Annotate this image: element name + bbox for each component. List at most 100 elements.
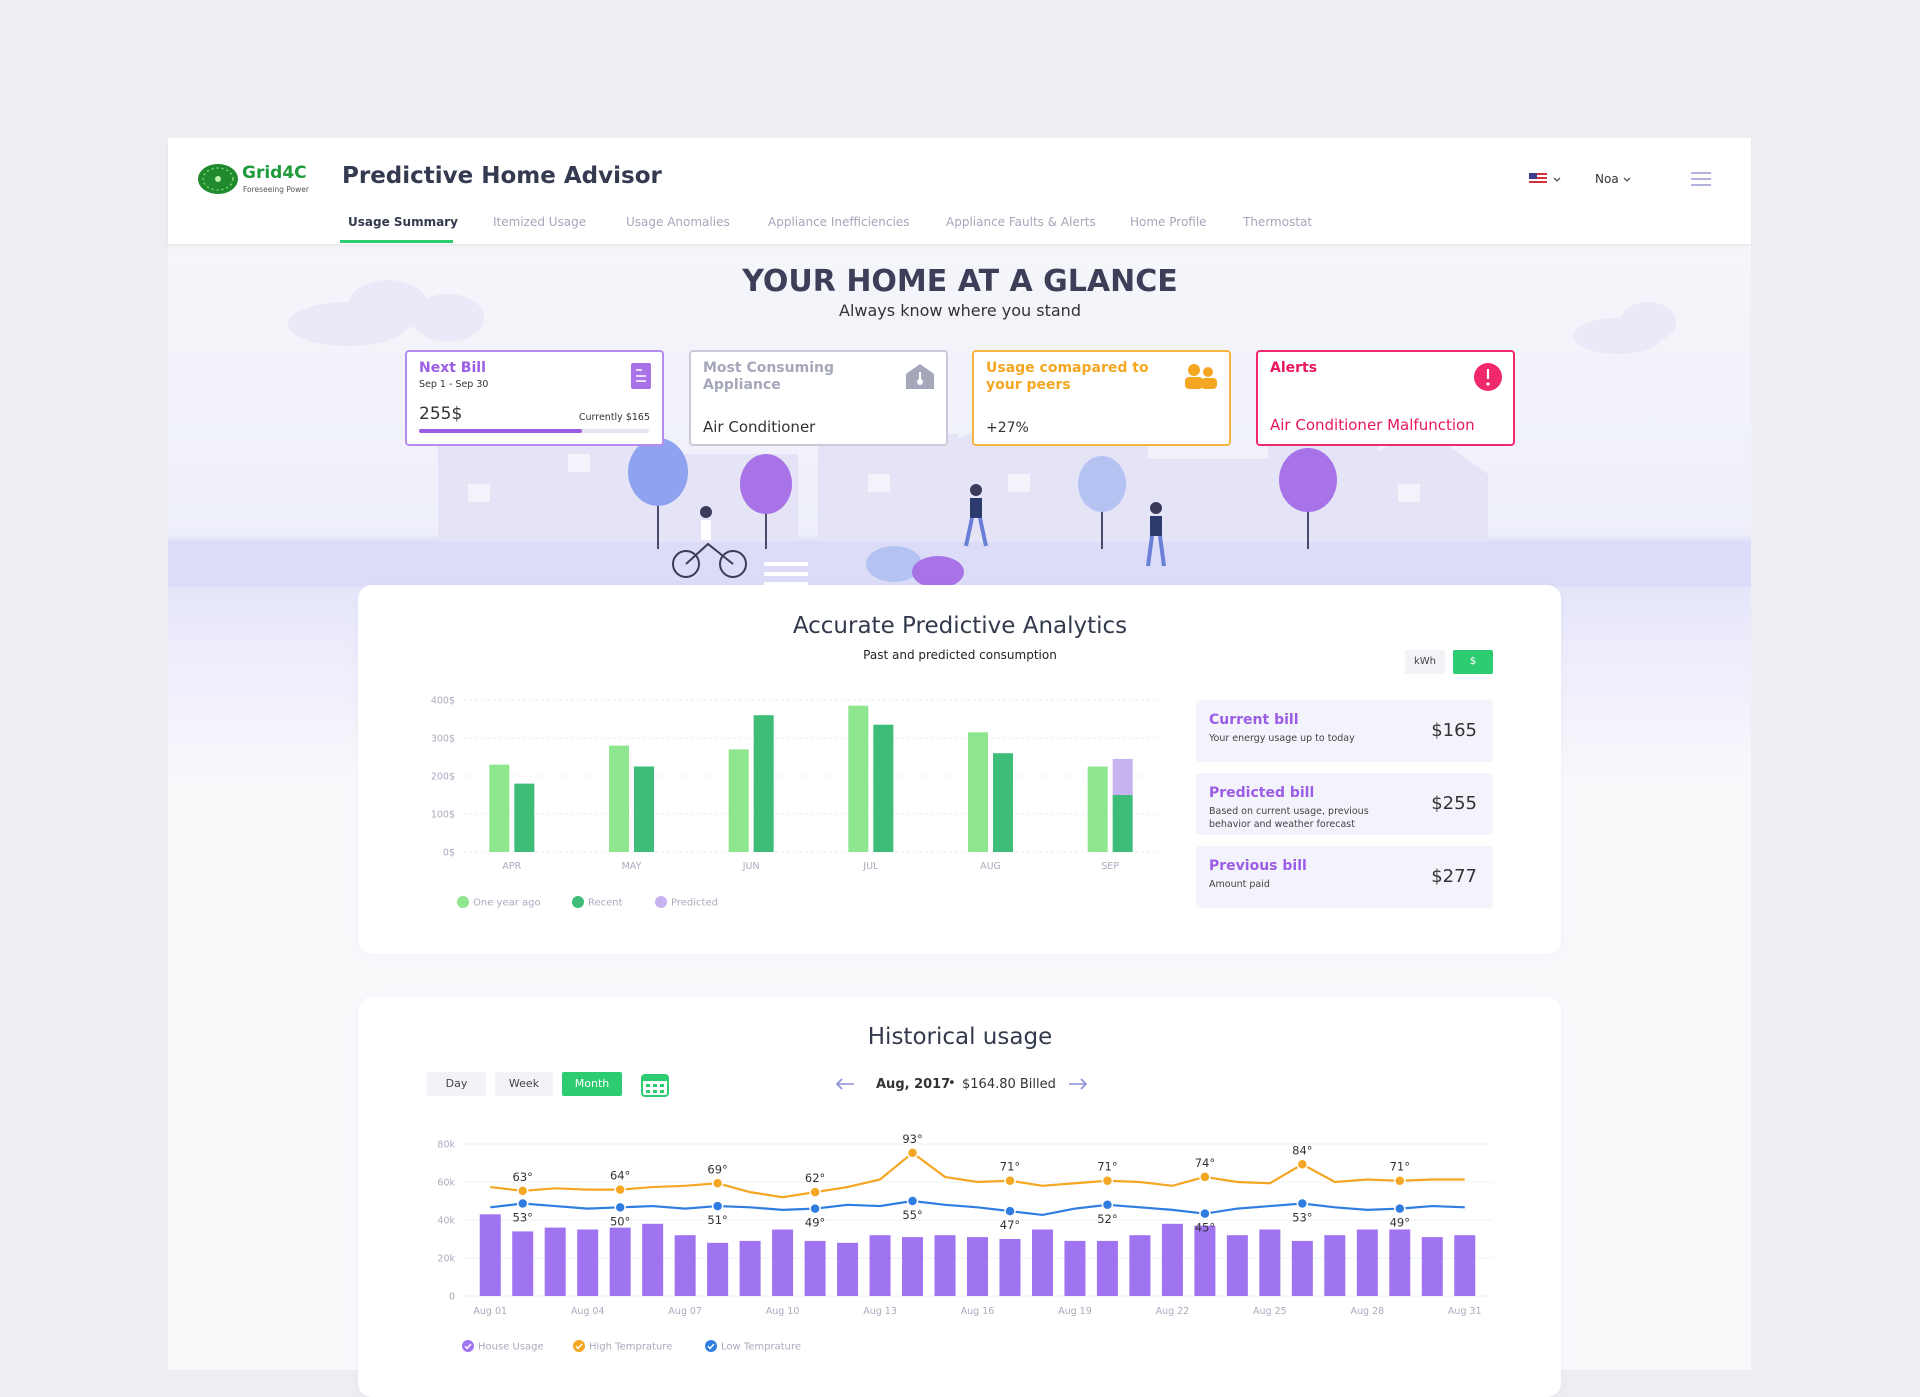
x-tick-label: MAY bbox=[622, 861, 642, 872]
data-label: 93° bbox=[902, 1132, 922, 1146]
y-tick-label: 0$ bbox=[443, 848, 455, 859]
legend-label: Low Temprature bbox=[721, 1342, 801, 1353]
x-tick-label: Aug 31 bbox=[1448, 1306, 1482, 1317]
bar bbox=[804, 1240, 826, 1296]
nav-tab[interactable]: Appliance Inefficiencies bbox=[768, 215, 910, 229]
bar bbox=[1064, 1240, 1086, 1296]
active-tab-underline bbox=[340, 240, 453, 243]
y-tick-label: 80k bbox=[437, 1140, 455, 1151]
card-title: Usage comapared to your peers bbox=[986, 360, 1149, 393]
bar bbox=[674, 1235, 696, 1296]
x-tick-label: SEP bbox=[1101, 861, 1119, 872]
bar bbox=[642, 1223, 664, 1296]
line-point bbox=[1199, 1207, 1211, 1220]
data-label: 69° bbox=[707, 1162, 727, 1176]
x-tick-label: Aug 16 bbox=[961, 1306, 995, 1317]
period-button[interactable]: Month bbox=[562, 1072, 622, 1096]
bar bbox=[873, 724, 894, 852]
line-point bbox=[516, 1185, 529, 1197]
line-point bbox=[1296, 1197, 1309, 1210]
chart-title: Accurate Predictive Analytics bbox=[792, 613, 1128, 639]
legend-label: One year ago bbox=[473, 898, 541, 909]
y-tick-label: 200$ bbox=[431, 772, 455, 783]
line-point bbox=[1394, 1202, 1406, 1215]
bar bbox=[999, 1239, 1021, 1296]
chart-title: Historical usage bbox=[867, 1024, 1053, 1050]
legend-check bbox=[575, 1343, 583, 1350]
data-label: 84° bbox=[1292, 1143, 1312, 1157]
nav-tab[interactable]: Home Profile bbox=[1130, 215, 1207, 229]
card-title: Alerts bbox=[1270, 360, 1318, 376]
logo-tagline: Foreseeing Power bbox=[243, 185, 309, 194]
data-label: 55° bbox=[902, 1208, 922, 1222]
data-label: 47° bbox=[1000, 1218, 1020, 1232]
nav-tab[interactable]: Itemized Usage bbox=[493, 215, 587, 229]
card-value: Air Conditioner bbox=[703, 418, 816, 436]
user-menu-chevron[interactable] bbox=[1622, 175, 1634, 185]
bar-segment bbox=[1112, 758, 1133, 795]
alert-icon bbox=[1474, 363, 1502, 391]
bill-title: Current bill bbox=[1209, 712, 1299, 728]
history-panel bbox=[358, 997, 1561, 1397]
bill-box: Predicted bill Based on current usage, p… bbox=[1196, 773, 1493, 835]
x-tick-label: JUL bbox=[862, 861, 879, 872]
bill-box: Previous bill Amount paid $277 bbox=[1196, 846, 1493, 908]
next-period[interactable] bbox=[1067, 1077, 1089, 1091]
nav-tab[interactable]: Usage Anomalies bbox=[626, 215, 730, 229]
bar bbox=[634, 766, 654, 852]
alerts-card[interactable]: Alerts Air Conditioner Malfunction bbox=[1256, 350, 1515, 446]
data-label: 64° bbox=[610, 1169, 630, 1183]
x-tick-label: Aug 13 bbox=[863, 1306, 897, 1317]
x-tick-label: Aug 04 bbox=[571, 1306, 605, 1317]
legend-marker bbox=[457, 896, 469, 908]
card-value: +27% bbox=[986, 420, 1029, 436]
nav-tab[interactable]: Appliance Faults & Alerts bbox=[946, 215, 1096, 229]
nav-tab[interactable]: Usage Summary bbox=[348, 215, 458, 229]
bar bbox=[1031, 1229, 1053, 1296]
language-selector[interactable] bbox=[1529, 173, 1565, 187]
nav-tab[interactable]: Thermostat bbox=[1243, 215, 1313, 229]
period-button[interactable]: Week bbox=[495, 1072, 553, 1096]
bar bbox=[544, 1227, 566, 1296]
period-button[interactable]: Day bbox=[427, 1072, 486, 1096]
bill-description: Based on current usage, previous behavio… bbox=[1209, 806, 1369, 830]
bill-amount: $165 bbox=[1431, 720, 1477, 741]
next-bill-card[interactable]: Next Bill Sep 1 - Sep 30 255$ Currently … bbox=[405, 350, 664, 446]
line bbox=[490, 1151, 1465, 1199]
bar bbox=[609, 1227, 631, 1296]
peers-card[interactable]: Usage comapared to your peers +27% bbox=[972, 350, 1231, 446]
y-tick-label: 0 bbox=[449, 1292, 455, 1303]
unit-toggle[interactable]: kWh bbox=[1405, 650, 1445, 674]
bar bbox=[577, 1229, 599, 1296]
line-point bbox=[1101, 1199, 1114, 1211]
line-point bbox=[1296, 1158, 1309, 1171]
data-label: 52° bbox=[1097, 1212, 1117, 1226]
user-name[interactable]: Noa bbox=[1595, 172, 1619, 186]
y-tick-label: 100$ bbox=[431, 810, 455, 821]
appliance-card[interactable]: Most Consuming Appliance Air Conditioner bbox=[689, 350, 948, 446]
billed-amount: $164.80 Billed bbox=[962, 1077, 1056, 1092]
bar bbox=[489, 764, 510, 852]
data-label: 71° bbox=[1390, 1160, 1410, 1174]
line-point bbox=[614, 1183, 626, 1196]
y-tick-label: 20k bbox=[437, 1254, 455, 1265]
x-tick-label: Aug 19 bbox=[1058, 1306, 1092, 1317]
bar bbox=[707, 1242, 729, 1296]
data-label: 63° bbox=[513, 1170, 533, 1184]
bar bbox=[479, 1214, 501, 1296]
header bbox=[168, 138, 1751, 244]
data-label: 71° bbox=[1000, 1160, 1020, 1174]
menu-button[interactable] bbox=[1690, 171, 1712, 187]
separator-dot: • bbox=[948, 1076, 956, 1091]
previous-period[interactable] bbox=[834, 1077, 856, 1091]
unit-toggle[interactable]: $ bbox=[1453, 650, 1493, 674]
card-period: Sep 1 - Sep 30 bbox=[419, 379, 489, 390]
appliance-icon bbox=[906, 364, 934, 389]
calendar-button[interactable] bbox=[641, 1071, 669, 1097]
logo-mark bbox=[198, 164, 238, 194]
y-tick-label: 300$ bbox=[431, 734, 455, 745]
bar bbox=[739, 1240, 761, 1296]
line-point bbox=[1004, 1174, 1016, 1187]
data-label: 62° bbox=[805, 1171, 825, 1185]
